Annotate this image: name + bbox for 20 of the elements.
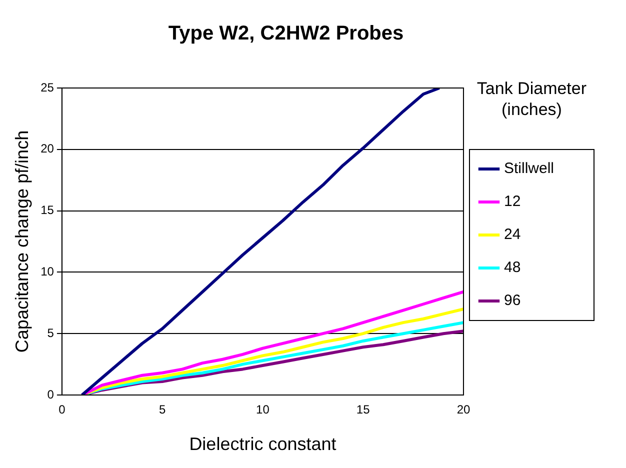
y-tick-label: 0 (47, 387, 54, 402)
x-tick-label: 0 (58, 402, 66, 417)
legend-label: 96 (504, 292, 521, 310)
x-tick-label: 20 (456, 402, 470, 417)
y-tick-label: 10 (40, 264, 54, 279)
legend-label: 24 (504, 226, 521, 244)
y-tick-label: 15 (40, 203, 54, 218)
legend-label: 48 (504, 259, 521, 276)
x-tick-label: 15 (356, 402, 370, 417)
x-tick-label: 10 (256, 402, 270, 417)
x-axis-title: Dielectric constant (189, 434, 336, 454)
legend-title: Tank Diameter (inches) (472, 78, 592, 120)
y-tick-label: 25 (40, 80, 54, 94)
y-axis-title: Capacitance change pf/inch (12, 130, 32, 353)
x-tick-label: 5 (158, 402, 166, 417)
legend-label: 12 (504, 193, 521, 210)
chart-title: Type W2, C2HW2 Probes (168, 22, 404, 45)
y-tick-label: 20 (40, 142, 54, 156)
y-tick-label: 5 (47, 326, 54, 340)
legend-label: Stillwell (504, 160, 554, 178)
